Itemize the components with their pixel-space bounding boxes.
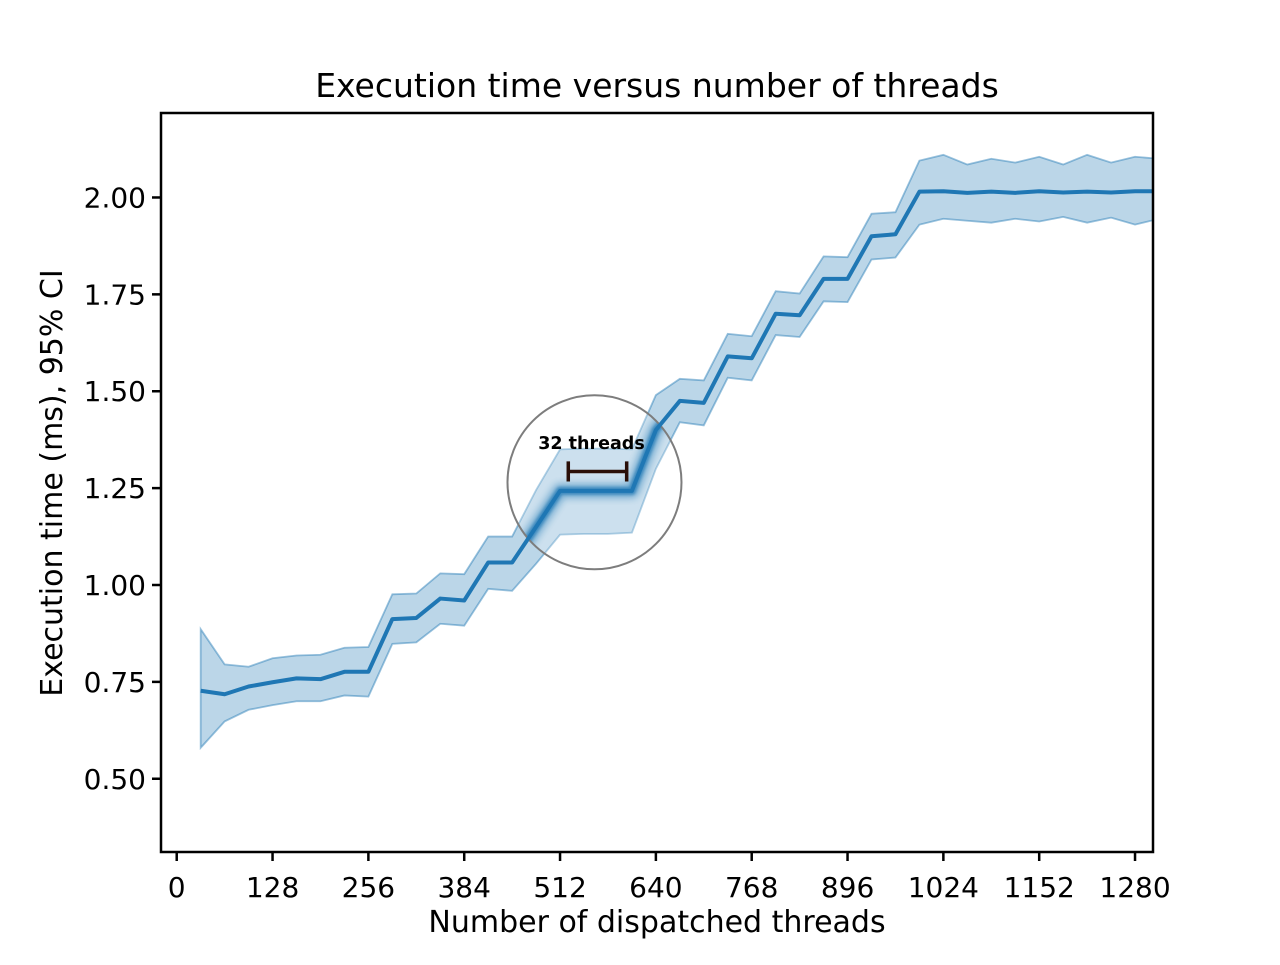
- x-tick-label: 0: [168, 871, 186, 904]
- x-tick-label: 384: [437, 871, 490, 904]
- magnifier-circle: [506, 394, 683, 571]
- x-axis: 0 128 256 384 512 640 768 896 1024 1152 1280: [168, 852, 1171, 904]
- lens-veil: [507, 395, 682, 570]
- x-tick-label: 1280: [1099, 871, 1170, 904]
- y-tick-label: 1.00: [84, 569, 146, 602]
- chart-title: Execution time versus number of threads: [315, 66, 999, 105]
- x-tick-label: 512: [533, 871, 586, 904]
- annotation-label: 32 threads: [538, 434, 645, 454]
- y-tick-label: 1.50: [84, 375, 146, 408]
- span-errorbar: [566, 461, 629, 482]
- x-tick-label: 896: [821, 871, 874, 904]
- x-tick-label: 768: [725, 871, 778, 904]
- y-tick-label: 2.00: [84, 181, 146, 214]
- y-tick-label: 0.50: [84, 763, 146, 796]
- x-tick-label: 1024: [908, 871, 979, 904]
- y-tick-label: 1.75: [84, 278, 146, 311]
- y-tick-label: 1.25: [84, 472, 146, 505]
- x-tick-label: 128: [246, 871, 299, 904]
- x-tick-label: 1152: [1004, 871, 1075, 904]
- plot-border: [159, 111, 1155, 854]
- x-tick-label: 256: [342, 871, 395, 904]
- y-axis-label: Execution time (ms), 95% CI: [35, 269, 70, 696]
- y-axis: 0.50 0.75 1.00 1.25 1.50 1.75 2.00: [84, 181, 161, 796]
- y-tick-label: 0.75: [84, 666, 146, 699]
- x-tick-label: 640: [629, 871, 682, 904]
- x-axis-label: Number of dispatched threads: [428, 905, 885, 940]
- series-line: [200, 189, 1153, 697]
